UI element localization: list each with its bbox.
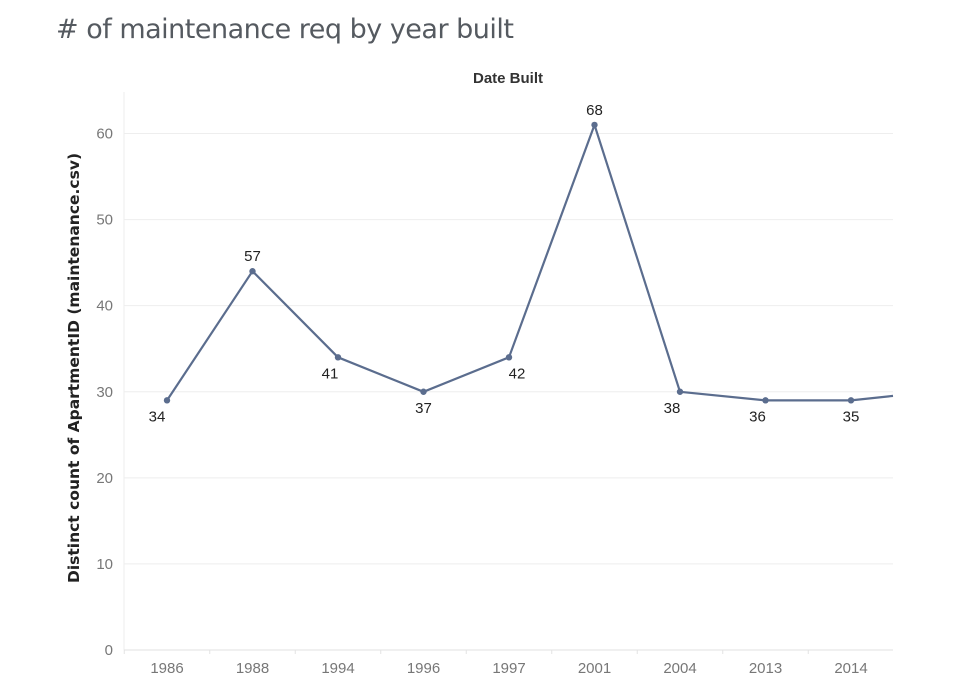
y-axis-title: Distinct count of ApartmentID (maintenan… — [65, 153, 83, 583]
gridlines — [124, 133, 893, 565]
axes — [123, 92, 893, 651]
data-label-2014: 35 — [843, 408, 860, 425]
data-point-2014 — [847, 397, 855, 404]
x-axis-ticks: 1986 1988 1994 1996 1997 2001 2004 2013 2014 — [123, 650, 868, 677]
data-label-1994: 41 — [322, 365, 339, 382]
data-point-2013 — [762, 397, 769, 404]
x-tick-label: 1986 — [150, 660, 183, 677]
data-label-1997: 42 — [509, 365, 526, 382]
data-label-1986: 34 — [149, 408, 166, 425]
x-tick-label: 2014 — [834, 660, 867, 677]
y-tick-label: 0 — [105, 642, 113, 659]
data-label-2001: 68 — [586, 102, 603, 119]
data-label-1988: 57 — [244, 248, 261, 265]
data-labels: 34 57 41 37 42 68 38 36 35 — [149, 102, 860, 425]
data-label-1996: 37 — [415, 400, 432, 417]
y-tick-label: 20 — [96, 470, 113, 487]
series-line-group — [163, 121, 894, 404]
x-tick-label: 1996 — [407, 660, 440, 677]
x-tick-label: 2001 — [578, 660, 611, 677]
data-point-1996 — [420, 388, 427, 395]
y-axis-ticks: 0 10 20 30 40 50 60 — [96, 126, 113, 660]
x-tick-label: 1988 — [236, 660, 269, 677]
y-tick-label: 60 — [96, 126, 113, 143]
y-tick-label: 40 — [96, 298, 113, 315]
data-point-2001 — [591, 121, 598, 129]
x-tick-label: 1994 — [321, 660, 354, 677]
data-point-1988 — [249, 268, 256, 275]
series-line — [166, 123, 894, 402]
data-point-1986 — [163, 397, 171, 404]
x-tick-label: 1997 — [492, 660, 525, 677]
x-axis-title: Date Built — [473, 70, 543, 87]
y-tick-label: 30 — [96, 384, 113, 401]
x-tick-label: 2004 — [663, 660, 696, 677]
data-point-1994 — [334, 354, 342, 361]
data-label-2004: 38 — [664, 400, 681, 417]
data-label-2013: 36 — [749, 408, 766, 425]
y-tick-label: 50 — [96, 212, 113, 229]
y-tick-label: 10 — [96, 556, 113, 573]
chart-title: # of maintenance req by year built — [56, 14, 514, 45]
data-point-1997 — [505, 354, 513, 361]
data-point-2004 — [676, 388, 684, 395]
x-tick-label: 2013 — [749, 660, 782, 677]
